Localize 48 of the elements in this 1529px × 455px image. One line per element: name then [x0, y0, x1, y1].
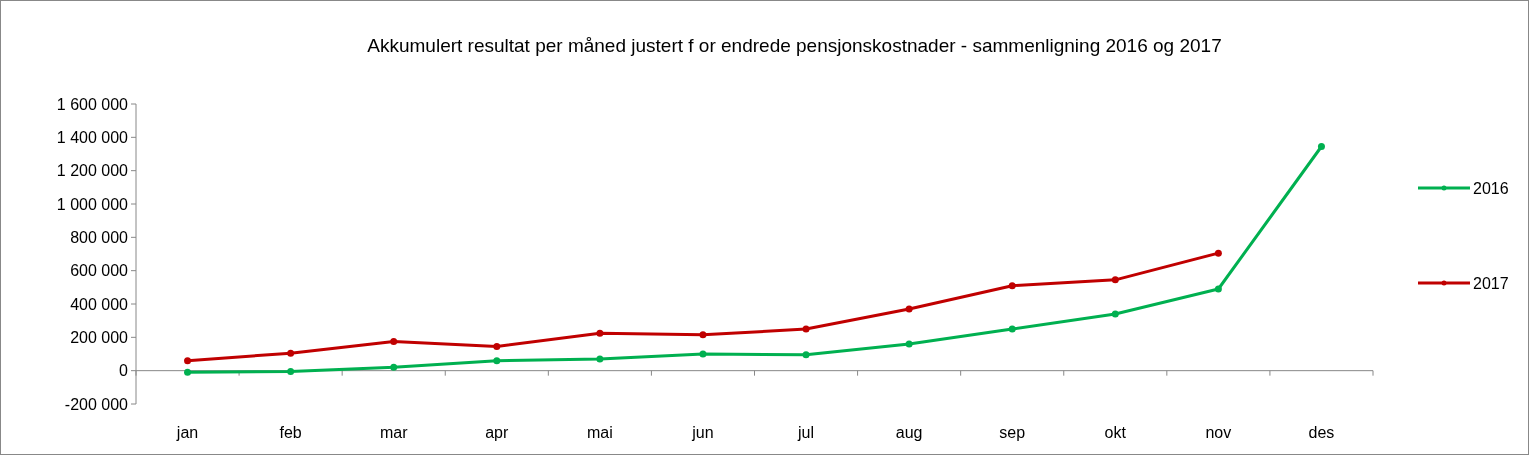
x-tick-label: apr — [485, 424, 510, 441]
y-tick-label: 400 000 — [70, 295, 129, 313]
x-tick-label: mar — [379, 424, 409, 441]
x-tick-label: jun — [691, 424, 714, 441]
x-tick-label: okt — [1104, 424, 1127, 441]
point — [699, 331, 707, 339]
point — [493, 357, 501, 365]
x-tick-label: sep — [999, 424, 1026, 441]
legend-label: 2016 — [1473, 179, 1509, 197]
point — [390, 363, 398, 371]
x-tick-label: aug — [895, 424, 923, 441]
legend-label: 2017 — [1473, 274, 1509, 292]
point — [1008, 325, 1016, 333]
x-tick-label: feb — [279, 424, 302, 441]
point — [287, 349, 295, 357]
point — [390, 338, 398, 345]
point — [905, 305, 913, 313]
point — [802, 325, 810, 333]
y-tick-label: -200 000 — [64, 395, 129, 413]
point — [596, 355, 604, 363]
y-tick-label: 800 000 — [70, 228, 129, 246]
y-tick-label: 200 000 — [70, 328, 129, 346]
point — [493, 343, 501, 350]
point — [596, 329, 604, 337]
y-tick-label: 1 600 000 — [56, 95, 129, 113]
point — [699, 350, 707, 358]
y-tick-label: 0 — [119, 362, 129, 380]
point — [1214, 249, 1222, 257]
point — [1111, 276, 1119, 284]
point — [184, 357, 192, 365]
point — [1111, 310, 1119, 318]
point — [184, 368, 192, 376]
x-tick-label: jul — [797, 424, 815, 441]
point — [1214, 285, 1222, 293]
point — [802, 351, 810, 359]
y-tick-label: 600 000 — [70, 262, 129, 280]
x-tick-label: jan — [175, 424, 199, 441]
y-tick-label: 1 400 000 — [56, 128, 129, 146]
x-tick-label: mai — [586, 424, 613, 441]
y-tick-label: 1 000 000 — [56, 195, 129, 213]
x-tick-label: nov — [1205, 424, 1232, 441]
point — [1008, 282, 1016, 290]
y-tick-label: 1 200 000 — [56, 162, 129, 180]
point — [905, 340, 913, 348]
point — [287, 368, 295, 375]
x-tick-label: des — [1308, 424, 1335, 441]
chart-title: Akkumulert resultat per måned justert f or endrede pensjonskostnader - sammenligning 2016 og 2017 — [367, 35, 1222, 56]
point — [1317, 143, 1325, 150]
